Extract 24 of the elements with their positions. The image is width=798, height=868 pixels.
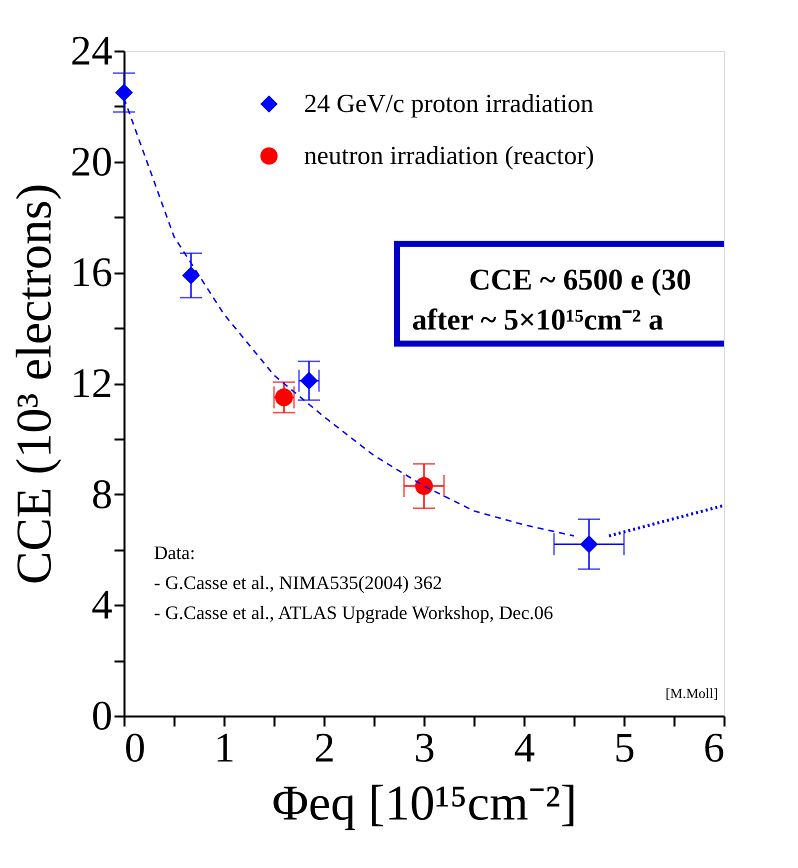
x-tick-label: 0	[124, 726, 146, 772]
x-tick-label: 1	[214, 726, 235, 772]
x-tick-label: 3	[414, 726, 435, 772]
y-tick-label: 24	[70, 28, 112, 74]
x-axis-title: Φeq [10¹⁵cm⁻²]	[272, 774, 578, 830]
y-tick-label: 4	[92, 582, 112, 629]
x-tick-label: 6	[704, 726, 724, 772]
x-tick-label: 4	[514, 726, 535, 772]
y-tick-label: 20	[70, 139, 112, 186]
y-tick-label: 16	[70, 250, 112, 296]
annotation: after ~ 5×10¹⁵cm⁻² a	[412, 303, 664, 336]
annotation: Data:	[154, 543, 196, 564]
legend-label: 24 GeV/c proton irradiation	[304, 89, 594, 118]
legend-label: neutron irradiation (reactor)	[304, 141, 594, 170]
x-tick-label: 5	[614, 726, 635, 772]
annotation: - G.Casse et al., ATLAS Upgrade Workshop, Dec.06	[154, 603, 554, 624]
x-tick-label: 2	[314, 726, 335, 772]
y-tick-label: 12	[70, 361, 112, 407]
y-axis-title: CCE (10³ electrons)	[6, 183, 62, 585]
annotation: - G.Casse et al., NIMA535(2004) 362	[154, 573, 442, 594]
y-tick-label: 0	[92, 694, 112, 740]
annotation: [M.Moll]	[666, 687, 718, 702]
annotation: CCE ~ 6500 e (30	[469, 263, 692, 296]
y-tick-label: 8	[92, 472, 112, 518]
